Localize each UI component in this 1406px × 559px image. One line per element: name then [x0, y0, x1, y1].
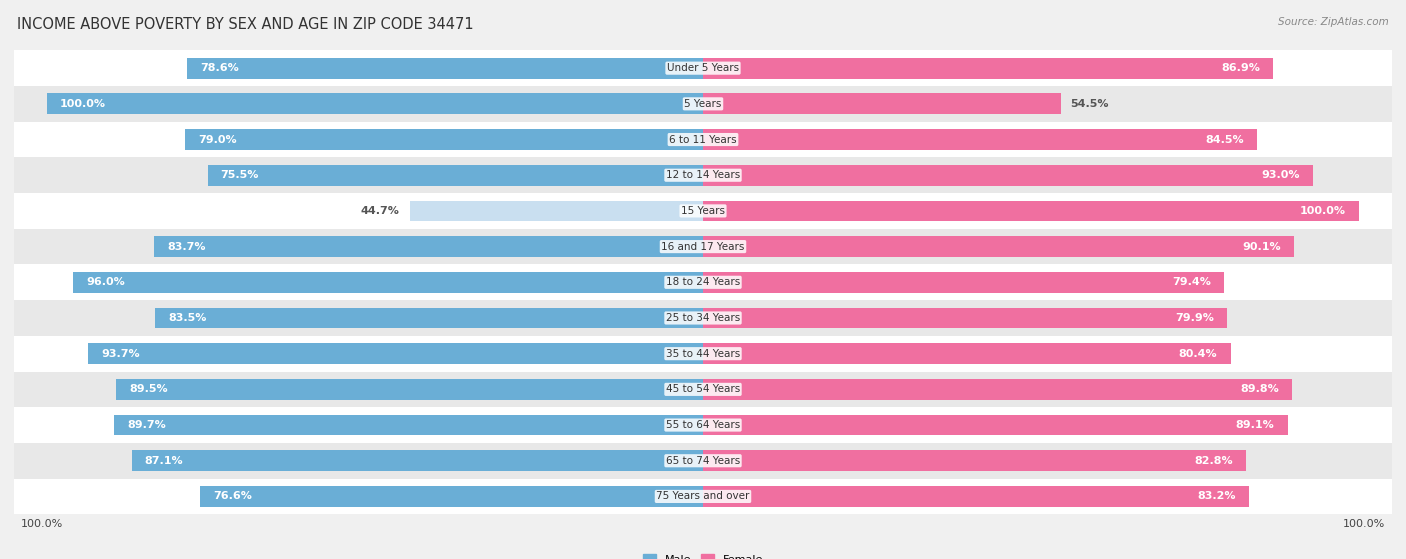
Bar — [703, 93, 1060, 114]
Bar — [14, 193, 1392, 229]
Text: Source: ZipAtlas.com: Source: ZipAtlas.com — [1278, 17, 1389, 27]
Text: 89.1%: 89.1% — [1236, 420, 1274, 430]
Text: 35 to 44 Years: 35 to 44 Years — [666, 349, 740, 359]
Text: 79.9%: 79.9% — [1175, 313, 1215, 323]
Bar — [703, 58, 1274, 78]
Text: 75 Years and over: 75 Years and over — [657, 491, 749, 501]
Text: 93.0%: 93.0% — [1261, 170, 1301, 180]
Bar — [115, 379, 703, 400]
Text: 89.5%: 89.5% — [129, 385, 167, 394]
Bar — [14, 372, 1392, 407]
Bar — [703, 307, 1227, 328]
Text: 90.1%: 90.1% — [1243, 241, 1281, 252]
Text: 100.0%: 100.0% — [1343, 519, 1385, 529]
Bar — [703, 343, 1230, 364]
Bar — [703, 379, 1292, 400]
Text: 100.0%: 100.0% — [60, 99, 105, 109]
Text: 18 to 24 Years: 18 to 24 Years — [666, 277, 740, 287]
Bar — [14, 50, 1392, 86]
Text: 16 and 17 Years: 16 and 17 Years — [661, 241, 745, 252]
Bar — [132, 451, 703, 471]
Text: 87.1%: 87.1% — [145, 456, 183, 466]
Bar — [46, 93, 703, 114]
Text: 82.8%: 82.8% — [1195, 456, 1233, 466]
Text: 65 to 74 Years: 65 to 74 Years — [666, 456, 740, 466]
Text: 93.7%: 93.7% — [101, 349, 141, 359]
Bar — [14, 443, 1392, 479]
Text: 78.6%: 78.6% — [201, 63, 239, 73]
Bar — [153, 236, 703, 257]
Bar — [703, 165, 1313, 186]
Text: 76.6%: 76.6% — [214, 491, 253, 501]
Bar — [703, 486, 1249, 507]
Bar — [14, 86, 1392, 122]
Bar — [73, 272, 703, 293]
Bar — [409, 201, 703, 221]
Bar — [703, 415, 1288, 435]
Text: 100.0%: 100.0% — [1301, 206, 1346, 216]
Bar — [89, 343, 703, 364]
Text: 80.4%: 80.4% — [1178, 349, 1218, 359]
Bar — [14, 122, 1392, 158]
Legend: Male, Female: Male, Female — [638, 549, 768, 559]
Text: 79.4%: 79.4% — [1173, 277, 1211, 287]
Bar — [208, 165, 703, 186]
Text: 15 Years: 15 Years — [681, 206, 725, 216]
Text: 79.0%: 79.0% — [198, 135, 236, 145]
Bar — [14, 229, 1392, 264]
Text: 12 to 14 Years: 12 to 14 Years — [666, 170, 740, 180]
Text: 6 to 11 Years: 6 to 11 Years — [669, 135, 737, 145]
Bar — [703, 201, 1360, 221]
Text: 75.5%: 75.5% — [221, 170, 259, 180]
Text: 83.5%: 83.5% — [169, 313, 207, 323]
Text: INCOME ABOVE POVERTY BY SEX AND AGE IN ZIP CODE 34471: INCOME ABOVE POVERTY BY SEX AND AGE IN Z… — [17, 17, 474, 32]
Text: 83.7%: 83.7% — [167, 241, 205, 252]
Bar — [703, 129, 1257, 150]
Text: 44.7%: 44.7% — [361, 206, 399, 216]
Bar — [703, 272, 1225, 293]
Bar — [14, 479, 1392, 514]
Text: 25 to 34 Years: 25 to 34 Years — [666, 313, 740, 323]
Text: 89.7%: 89.7% — [128, 420, 166, 430]
Text: 83.2%: 83.2% — [1198, 491, 1236, 501]
Text: Under 5 Years: Under 5 Years — [666, 63, 740, 73]
Text: 96.0%: 96.0% — [86, 277, 125, 287]
Bar — [703, 451, 1246, 471]
Text: 45 to 54 Years: 45 to 54 Years — [666, 385, 740, 394]
Bar — [187, 58, 703, 78]
Text: 55 to 64 Years: 55 to 64 Years — [666, 420, 740, 430]
Text: 100.0%: 100.0% — [21, 519, 63, 529]
Text: 5 Years: 5 Years — [685, 99, 721, 109]
Text: 86.9%: 86.9% — [1222, 63, 1260, 73]
Bar — [14, 300, 1392, 336]
Text: 84.5%: 84.5% — [1206, 135, 1244, 145]
Bar — [703, 236, 1294, 257]
Bar — [14, 264, 1392, 300]
Bar — [184, 129, 703, 150]
Bar — [201, 486, 703, 507]
Bar — [114, 415, 703, 435]
Bar — [14, 158, 1392, 193]
Bar — [14, 407, 1392, 443]
Text: 54.5%: 54.5% — [1070, 99, 1109, 109]
Bar — [14, 336, 1392, 372]
Text: 89.8%: 89.8% — [1240, 385, 1279, 394]
Bar — [155, 307, 703, 328]
